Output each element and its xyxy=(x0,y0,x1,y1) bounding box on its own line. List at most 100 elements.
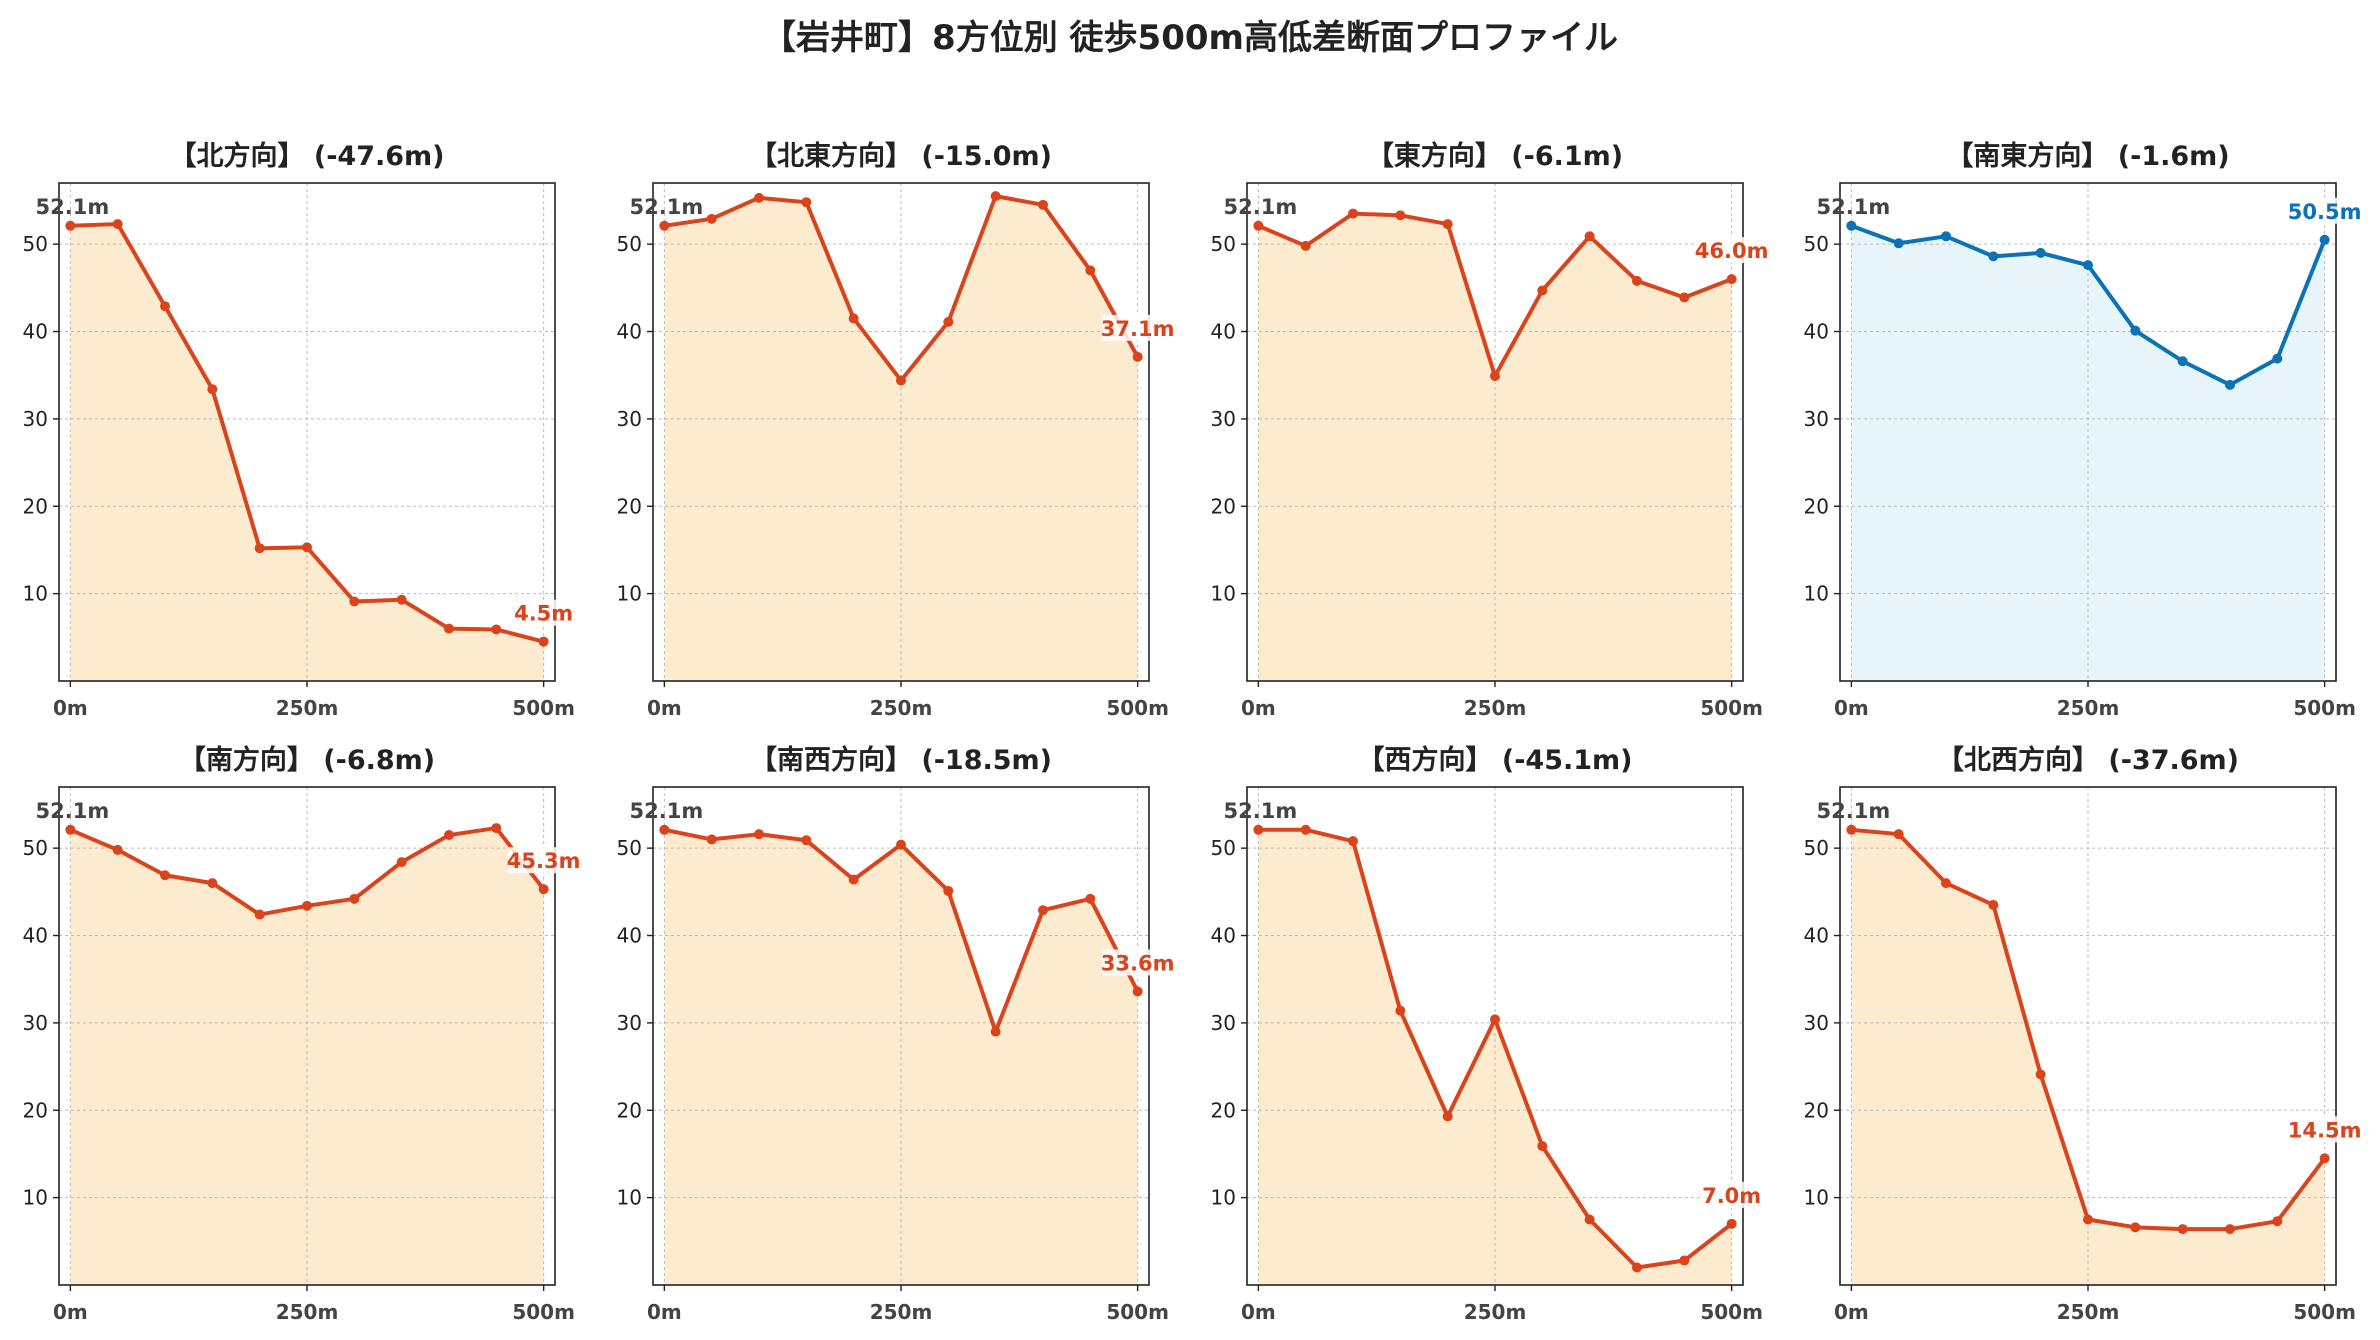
y-tick-label: 10 xyxy=(23,1186,48,1210)
y-tick-label: 10 xyxy=(23,582,48,606)
data-point xyxy=(443,623,454,634)
data-point xyxy=(1085,265,1096,276)
start-elevation-label: 52.1m xyxy=(1817,799,1891,823)
data-point xyxy=(1442,219,1453,230)
data-point xyxy=(2130,1222,2141,1233)
x-tick-label: 250m xyxy=(870,1300,933,1324)
data-point xyxy=(1893,238,1904,249)
data-point xyxy=(1395,210,1406,221)
data-point xyxy=(2319,234,2330,245)
data-point xyxy=(302,542,312,553)
subplot-title: 【北方向】 (-47.6m) xyxy=(169,140,444,172)
data-point xyxy=(1631,275,1642,286)
y-tick-label: 30 xyxy=(1211,1011,1236,1035)
y-tick-label: 10 xyxy=(1804,1186,1829,1210)
subplot-title: 【西方向】 (-45.1m) xyxy=(1357,744,1632,776)
elevation-fill-area xyxy=(70,224,544,681)
x-tick-label: 0m xyxy=(1834,696,1869,720)
data-point xyxy=(2272,353,2283,364)
data-point xyxy=(706,834,717,845)
y-tick-label: 50 xyxy=(617,836,642,860)
start-elevation-label: 52.1m xyxy=(1224,195,1298,219)
y-tick-label: 40 xyxy=(617,924,642,948)
data-point xyxy=(2177,1224,2188,1235)
data-point xyxy=(659,824,670,835)
data-point xyxy=(349,893,360,904)
data-point xyxy=(2035,1069,2046,1080)
x-tick-label: 250m xyxy=(276,696,339,720)
figure-title: 【岩井町】8方位別 徒歩500m高低差断面プロファイル xyxy=(762,18,1618,58)
y-tick-label: 20 xyxy=(1804,1098,1829,1122)
start-elevation-label: 52.1m xyxy=(36,195,110,219)
data-point xyxy=(396,594,407,605)
data-point xyxy=(801,835,812,846)
x-tick-label: 500m xyxy=(512,696,575,720)
end-label-background xyxy=(1696,237,1768,264)
elevation-fill-area xyxy=(664,196,1138,681)
y-tick-label: 50 xyxy=(1804,836,1829,860)
y-tick-label: 50 xyxy=(1804,232,1829,256)
x-tick-label: 0m xyxy=(53,696,88,720)
data-point xyxy=(207,878,218,889)
data-point xyxy=(2319,1153,2330,1164)
data-point xyxy=(1490,371,1500,382)
data-point xyxy=(1584,231,1595,242)
data-point xyxy=(1253,220,1264,231)
x-tick-label: 500m xyxy=(1700,1300,1763,1324)
data-point xyxy=(491,823,502,834)
data-point xyxy=(1490,1014,1500,1025)
start-elevation-label: 52.1m xyxy=(630,195,704,219)
data-point xyxy=(112,219,123,230)
data-point xyxy=(1726,1218,1737,1229)
subplot-title: 【北西方向】 (-37.6m) xyxy=(1937,744,2239,776)
end-elevation-label: 37.1m xyxy=(1101,317,1175,341)
end-elevation-label: 50.5m xyxy=(2288,200,2362,224)
x-tick-label: 500m xyxy=(1106,1300,1169,1324)
end-elevation-label: 4.5m xyxy=(514,602,573,626)
y-tick-label: 20 xyxy=(1211,494,1236,518)
data-point xyxy=(2035,247,2046,258)
subplot-title: 【北東方向】 (-15.0m) xyxy=(750,140,1052,172)
suptitle-layer: 【岩井町】8方位別 徒歩500m高低差断面プロファイル xyxy=(0,0,2380,80)
data-point xyxy=(443,830,454,841)
x-tick-label: 0m xyxy=(647,1300,682,1324)
start-elevation-label: 52.1m xyxy=(1817,195,1891,219)
data-point xyxy=(1941,231,1952,242)
data-point xyxy=(943,316,954,327)
data-point xyxy=(1537,285,1548,296)
y-tick-label: 50 xyxy=(617,232,642,256)
data-point xyxy=(1679,292,1690,303)
end-label-background xyxy=(1102,949,1174,976)
data-point xyxy=(160,301,171,312)
y-tick-label: 10 xyxy=(1211,582,1236,606)
x-tick-label: 250m xyxy=(1464,1300,1527,1324)
data-point xyxy=(65,220,76,231)
y-tick-label: 40 xyxy=(23,320,48,344)
data-point xyxy=(896,839,906,850)
data-point xyxy=(754,829,765,840)
data-point xyxy=(990,191,1001,202)
data-point xyxy=(1348,208,1359,219)
y-tick-label: 40 xyxy=(1211,320,1236,344)
data-point xyxy=(2083,260,2093,271)
y-tick-label: 30 xyxy=(1804,407,1829,431)
data-point xyxy=(349,596,360,607)
x-tick-label: 0m xyxy=(1241,696,1276,720)
end-elevation-label: 33.6m xyxy=(1101,951,1175,975)
y-tick-label: 30 xyxy=(23,1011,48,1035)
data-point xyxy=(801,197,812,208)
data-point xyxy=(1348,836,1359,847)
y-tick-label: 20 xyxy=(23,494,48,518)
data-point xyxy=(1395,1005,1406,1016)
data-point xyxy=(160,870,171,881)
end-elevation-label: 14.5m xyxy=(2288,1118,2362,1142)
subplot-title: 【南西方向】 (-18.5m) xyxy=(750,744,1052,776)
data-point xyxy=(1846,220,1857,231)
data-point xyxy=(2130,325,2141,336)
data-point xyxy=(1726,274,1737,285)
